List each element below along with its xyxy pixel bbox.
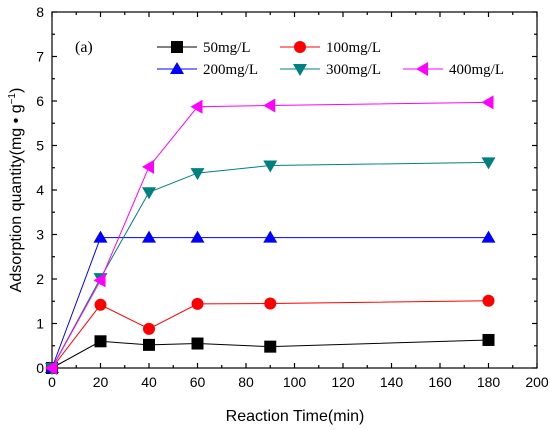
legend-marker [294, 41, 306, 53]
series-line [51, 161, 489, 369]
data-point [263, 230, 278, 243]
y-tick-label: 0 [36, 360, 44, 376]
legend-item: 300mg/L [280, 62, 381, 78]
panel-label: (a) [75, 39, 93, 56]
legend-item: 400mg/L [403, 62, 504, 78]
data-point [94, 335, 107, 348]
data-point [481, 95, 494, 110]
y-axis-title-main: Adsorption quantity(mg • g [8, 104, 25, 292]
data-point [143, 338, 155, 351]
data-point [143, 322, 155, 335]
series-layer [45, 95, 496, 375]
x-axis-title: Reaction Time(min) [226, 408, 365, 425]
data-point [94, 298, 107, 311]
data-point [263, 160, 278, 173]
legend-label: 200mg/L [203, 62, 258, 78]
legend: 50mg/L 100mg/L 200mg/L 300mg/L 400mg/L [157, 40, 504, 78]
x-tick-label: 120 [331, 374, 355, 390]
data-point [481, 157, 496, 170]
legend-label: 100mg/L [326, 40, 381, 56]
y-tick-label: 8 [36, 4, 44, 20]
x-tick-label: 180 [477, 374, 501, 390]
legend-label: 400mg/L [449, 62, 504, 78]
data-point [190, 168, 205, 181]
data-point [190, 230, 205, 243]
data-point [482, 294, 495, 307]
legend-marker [171, 41, 183, 53]
x-tick-label: 80 [238, 374, 254, 390]
legend-label: 300mg/L [326, 62, 381, 78]
series-line [51, 101, 489, 369]
y-tick-label: 6 [36, 93, 44, 109]
y-tick-label: 4 [36, 182, 44, 198]
data-point [263, 98, 276, 113]
x-tick-label: 200 [525, 374, 549, 390]
data-point [142, 159, 154, 174]
y-tick-label: 5 [36, 138, 44, 154]
legend-item: 50mg/L [157, 40, 251, 56]
x-tick-label: 160 [428, 374, 452, 390]
data-point [482, 333, 495, 346]
y-axis-ticks: 0 1 2 3 4 5 6 7 8 [36, 4, 537, 376]
y-tick-label: 7 [36, 49, 44, 65]
y-axis-title: Adsorption quantity(mg • g−1) [7, 88, 25, 293]
data-point [191, 337, 204, 350]
x-tick-label: 60 [190, 374, 206, 390]
x-axis-ticks: 0 20 40 60 80 100 120 140 160 180 200 [48, 12, 549, 390]
data-point [264, 297, 277, 310]
data-point [93, 273, 106, 288]
data-point [190, 99, 203, 114]
data-point [93, 230, 108, 243]
legend-item: 200mg/L [157, 62, 258, 78]
data-point [45, 361, 57, 375]
y-tick-label: 2 [36, 271, 44, 287]
data-point [142, 230, 156, 243]
x-tick-label: 100 [283, 374, 307, 390]
y-tick-label: 3 [36, 227, 44, 243]
series-400mg-l [45, 95, 494, 375]
series-line [51, 339, 489, 369]
series-line [51, 237, 489, 369]
data-point [191, 297, 204, 310]
legend-marker [170, 62, 184, 74]
x-tick-label: 20 [93, 374, 109, 390]
data-point [142, 187, 156, 200]
data-point [481, 230, 496, 243]
x-tick-label: 0 [48, 374, 56, 390]
legend-label: 50mg/L [203, 40, 251, 56]
y-axis-title-close: ) [8, 88, 25, 93]
data-point [264, 340, 277, 353]
legend-marker [416, 62, 428, 76]
series-line [51, 300, 489, 369]
y-axis-title-superscript: −1 [7, 93, 18, 105]
legend-item: 100mg/L [280, 40, 381, 56]
legend-marker [293, 64, 307, 76]
y-tick-label: 1 [36, 316, 44, 332]
series-100mg-l [46, 294, 495, 374]
x-tick-label: 140 [380, 374, 404, 390]
x-tick-label: 40 [141, 374, 157, 390]
